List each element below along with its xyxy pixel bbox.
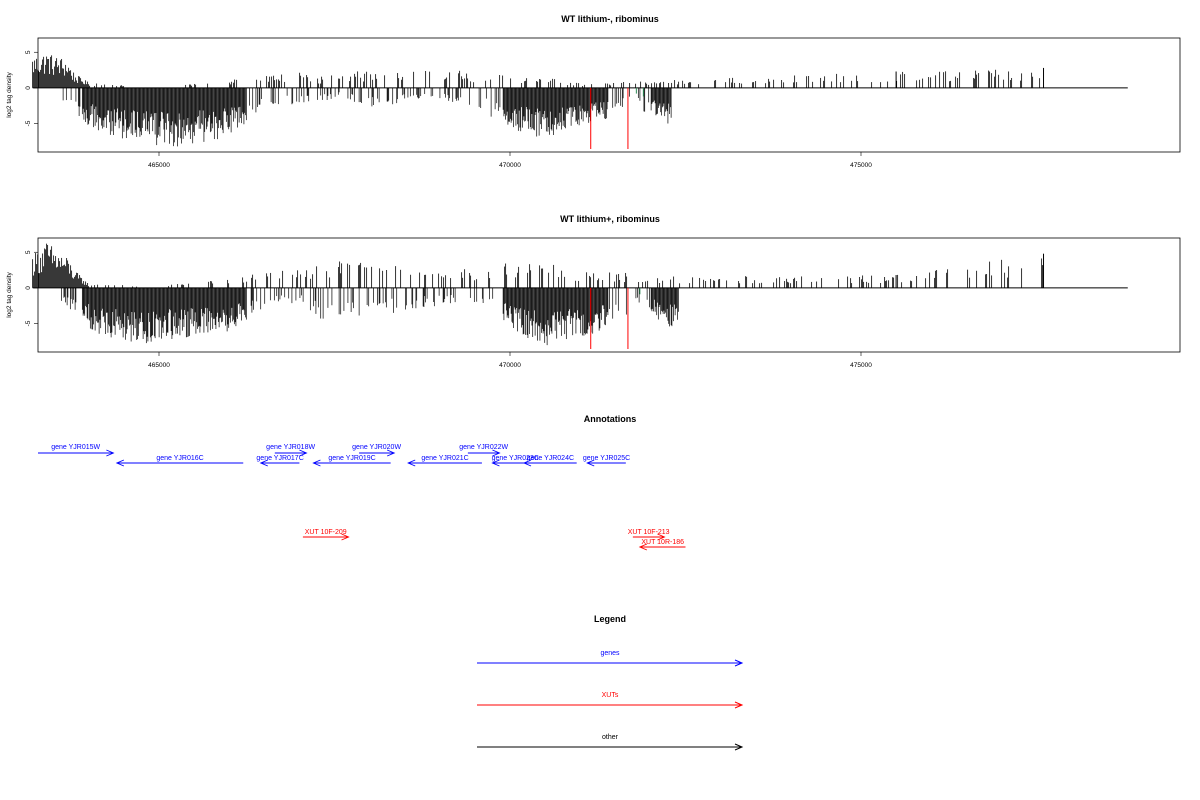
y-axis-label: log2 tag density xyxy=(6,271,13,317)
legend-label: other xyxy=(602,734,619,741)
x-tick-label: 475000 xyxy=(850,162,872,169)
legend-item: XUTs xyxy=(477,692,742,708)
feature-arrow: XUT 10R-186 xyxy=(640,539,686,550)
feature-label: gene YJR021C xyxy=(421,455,468,462)
feature-arrow: gene YJR017C xyxy=(256,455,303,466)
x-tick-label: 470000 xyxy=(499,162,521,169)
x-tick-label: 465000 xyxy=(148,362,170,369)
y-tick-label: 5 xyxy=(25,250,32,254)
chart-title: WT lithium-, ribominus xyxy=(561,14,659,24)
legend-items: genes XUTs other xyxy=(477,650,742,750)
feature-label: XUT 10F-209 xyxy=(305,529,347,536)
feature-arrow: gene YJR021C xyxy=(408,455,482,466)
legend-panel: Legend genes XUTs other xyxy=(477,614,742,750)
feature-label: XUT 10R-186 xyxy=(641,539,684,546)
feature-label: gene YJR025C xyxy=(583,455,630,462)
chart-title: WT lithium+, ribominus xyxy=(560,214,660,224)
feature-label: gene YJR017C xyxy=(256,455,303,462)
feature-label: gene YJR019C xyxy=(328,455,375,462)
y-tick-label: -5 xyxy=(25,320,32,326)
feature-arrow: XUT 10F-209 xyxy=(303,529,349,540)
feature-arrow: gene YJR024C xyxy=(524,455,577,466)
feature-label: XUT 10F-213 xyxy=(628,529,670,536)
annotations-panel: Annotations gene YJR015Wgene YJR016Cgene… xyxy=(38,414,686,550)
feature-label: gene YJR020W xyxy=(352,444,401,451)
feature-label: gene YJR016C xyxy=(156,455,203,462)
legend-title: Legend xyxy=(594,614,626,624)
y-tick-label: 5 xyxy=(25,50,32,54)
annotations-title: Annotations xyxy=(584,414,637,424)
x-tick-label: 475000 xyxy=(850,362,872,369)
feature-arrow: gene YJR015W xyxy=(38,444,113,456)
feature-arrow: gene YJR016C xyxy=(117,455,243,466)
track-panel-lithium-plus: WT lithium+, ribominus log2 tag density … xyxy=(6,214,1180,369)
x-tick-label: 465000 xyxy=(148,162,170,169)
y-axis-label: log2 tag density xyxy=(6,71,13,117)
density-bars xyxy=(33,55,1128,149)
feature-arrow: gene YJR025C xyxy=(583,455,630,466)
y-tick-label: 0 xyxy=(25,86,32,90)
legend-item: other xyxy=(477,734,742,750)
feature-arrow: gene YJR019C xyxy=(313,455,390,466)
y-tick-label: 0 xyxy=(25,286,32,290)
feature-label: gene YJR022W xyxy=(459,444,508,451)
feature-label: gene YJR024C xyxy=(527,455,574,462)
x-tick-label: 470000 xyxy=(499,362,521,369)
track-panel-lithium-minus: WT lithium-, ribominus log2 tag density … xyxy=(6,14,1180,169)
y-tick-label: -5 xyxy=(25,120,32,126)
legend-label: genes xyxy=(600,650,620,657)
annotation-features: gene YJR015W gene YJR016C gene YJR017C gene… xyxy=(38,444,686,550)
density-bars xyxy=(33,244,1128,349)
legend-label: XUTs xyxy=(602,692,619,699)
legend-item: genes xyxy=(477,650,742,666)
feature-label: gene YJR015W xyxy=(51,444,100,451)
feature-label: gene YJR018W xyxy=(266,444,315,451)
